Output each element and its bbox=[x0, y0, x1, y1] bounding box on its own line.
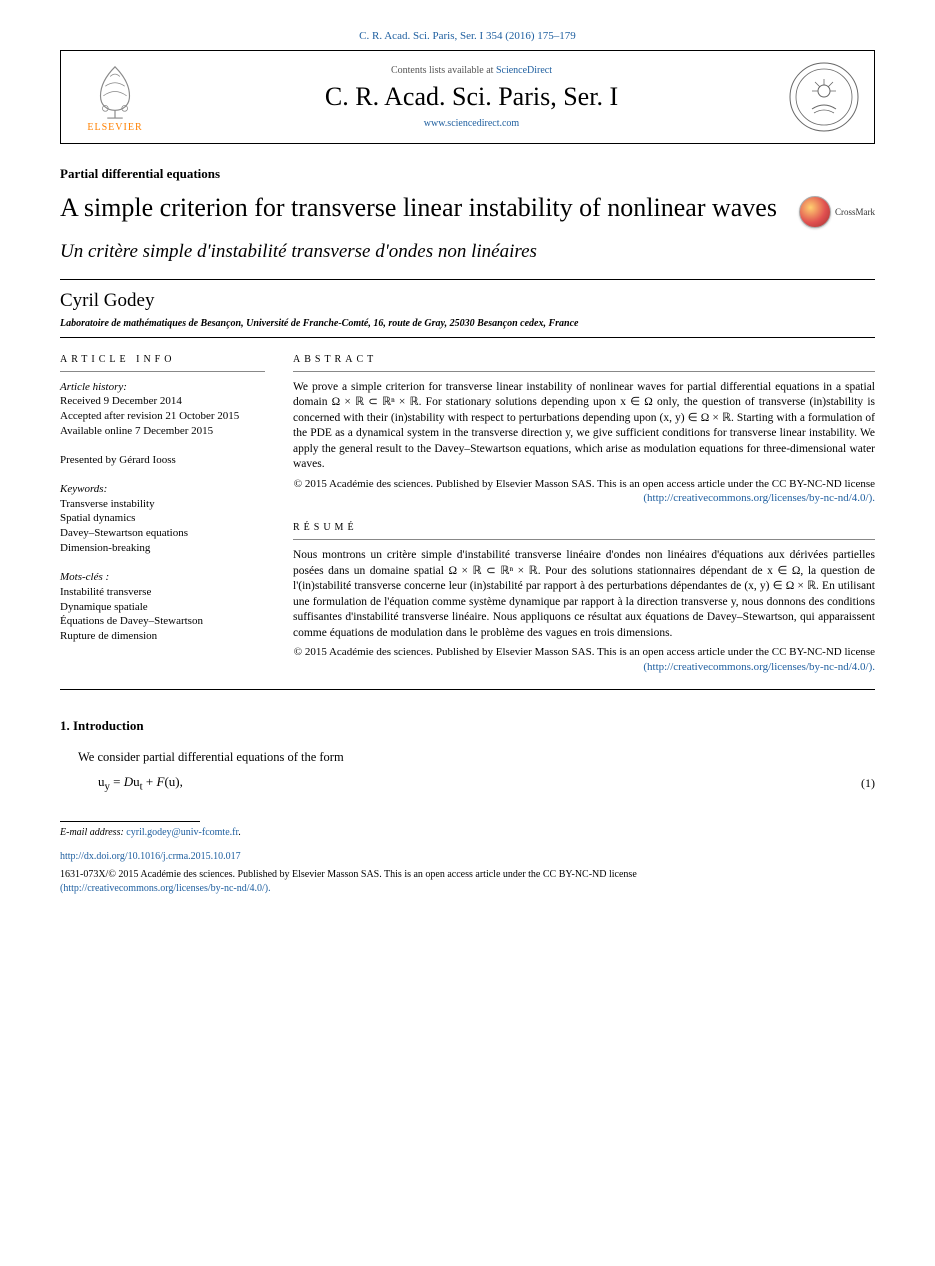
journal-homepage-link[interactable]: www.sciencedirect.com bbox=[424, 118, 519, 129]
info-rule bbox=[60, 371, 265, 372]
email-label: E-mail address: bbox=[60, 827, 124, 838]
sciencedirect-link[interactable]: ScienceDirect bbox=[496, 65, 552, 76]
doi-link[interactable]: http://dx.doi.org/10.1016/j.crma.2015.10… bbox=[60, 851, 241, 862]
history-online: Available online 7 December 2015 bbox=[60, 424, 265, 439]
issn-footer: 1631-073X/© 2015 Académie des sciences. … bbox=[60, 868, 875, 896]
resume-rule bbox=[293, 539, 875, 540]
journal-header-box: ELSEVIER Contents lists available at Sci… bbox=[60, 50, 875, 144]
rule-below-abstract bbox=[60, 689, 875, 690]
crossmark-icon bbox=[799, 196, 831, 228]
keywords-label: Keywords: bbox=[60, 482, 265, 497]
intro-paragraph-1: We consider partial differential equatio… bbox=[60, 748, 875, 766]
keyword: Spatial dynamics bbox=[60, 511, 265, 526]
resume-copyright: © 2015 Académie des sciences. Published … bbox=[293, 645, 875, 675]
author-affiliation: Laboratoire de mathématiques de Besançon… bbox=[60, 318, 875, 329]
license-link[interactable]: (http://creativecommons.org/licenses/by-… bbox=[643, 661, 875, 673]
elsevier-label: ELSEVIER bbox=[87, 122, 142, 133]
mot-cle: Équations de Davey–Stewartson bbox=[60, 614, 265, 629]
keyword: Transverse instability bbox=[60, 497, 265, 512]
equation-body: uy = Dut + F(u), bbox=[98, 774, 183, 793]
resume-heading: résumé bbox=[293, 522, 875, 533]
elsevier-tree-icon bbox=[86, 62, 144, 120]
email-footer: E-mail address: cyril.godey@univ-fcomte.… bbox=[60, 826, 875, 840]
keyword: Davey–Stewartson equations bbox=[60, 526, 265, 541]
equation-number: (1) bbox=[861, 776, 875, 791]
article-history: Article history: Received 9 December 201… bbox=[60, 380, 265, 439]
abstract-copyright: © 2015 Académie des sciences. Published … bbox=[293, 477, 875, 507]
mot-cle: Instabilité transverse bbox=[60, 585, 265, 600]
academie-seal-icon bbox=[788, 61, 860, 133]
section-label: Partial differential equations bbox=[60, 166, 875, 182]
history-received: Received 9 December 2014 bbox=[60, 394, 265, 409]
keyword: Dimension-breaking bbox=[60, 541, 265, 556]
issn-text: 1631-073X/© 2015 Académie des sciences. … bbox=[60, 869, 637, 880]
journal-center: Contents lists available at ScienceDirec… bbox=[155, 65, 788, 129]
footer-rule bbox=[60, 821, 200, 822]
copyright-text: © 2015 Académie des sciences. Published … bbox=[294, 646, 875, 658]
elsevier-logo-block: ELSEVIER bbox=[75, 62, 155, 133]
copyright-text: © 2015 Académie des sciences. Published … bbox=[294, 478, 875, 490]
journal-name: C. R. Acad. Sci. Paris, Ser. I bbox=[325, 82, 618, 112]
contents-prefix: Contents lists available at bbox=[391, 65, 496, 76]
article-title-fr: Un critère simple d'instabilité transver… bbox=[60, 241, 875, 263]
article-info-heading: article info bbox=[60, 354, 265, 365]
abstract-rule bbox=[293, 371, 875, 372]
license-link[interactable]: (http://creativecommons.org/licenses/by-… bbox=[643, 492, 875, 504]
footer-license-link[interactable]: (http://creativecommons.org/licenses/by-… bbox=[60, 883, 271, 894]
crossmark-badge[interactable]: CrossMark bbox=[799, 196, 875, 228]
info-abstract-columns: article info Article history: Received 9… bbox=[60, 354, 875, 676]
article-info-column: article info Article history: Received 9… bbox=[60, 354, 265, 676]
abstract-text: We prove a simple criterion for transver… bbox=[293, 380, 875, 473]
author-email-link[interactable]: cyril.godey@univ-fcomte.fr bbox=[126, 827, 238, 838]
rule-below-affil bbox=[60, 337, 875, 338]
article-title: A simple criterion for transverse linear… bbox=[60, 192, 777, 225]
history-accepted: Accepted after revision 21 October 2015 bbox=[60, 409, 265, 424]
author-name: Cyril Godey bbox=[60, 290, 875, 312]
mots-cles-block: Mots-clés : Instabilité transverse Dynam… bbox=[60, 570, 265, 644]
history-label: Article history: bbox=[60, 380, 265, 395]
contents-line: Contents lists available at ScienceDirec… bbox=[391, 65, 552, 76]
section-1-heading: 1. Introduction bbox=[60, 718, 875, 734]
abstract-heading: abstract bbox=[293, 354, 875, 365]
rule-above-author bbox=[60, 279, 875, 280]
resume-text: Nous montrons un critère simple d'instab… bbox=[293, 548, 875, 641]
mots-label: Mots-clés : bbox=[60, 570, 265, 585]
crossmark-label: CrossMark bbox=[835, 207, 875, 217]
keywords-block: Keywords: Transverse instability Spatial… bbox=[60, 482, 265, 556]
equation-1: uy = Dut + F(u), (1) bbox=[98, 774, 875, 793]
mot-cle: Dynamique spatiale bbox=[60, 600, 265, 615]
presented-by: Presented by Gérard Iooss bbox=[60, 453, 265, 468]
abstract-column: abstract We prove a simple criterion for… bbox=[293, 354, 875, 676]
citation-header: C. R. Acad. Sci. Paris, Ser. I 354 (2016… bbox=[60, 30, 875, 42]
title-row: A simple criterion for transverse linear… bbox=[60, 192, 875, 241]
mot-cle: Rupture de dimension bbox=[60, 629, 265, 644]
doi-footer: http://dx.doi.org/10.1016/j.crma.2015.10… bbox=[60, 850, 875, 864]
